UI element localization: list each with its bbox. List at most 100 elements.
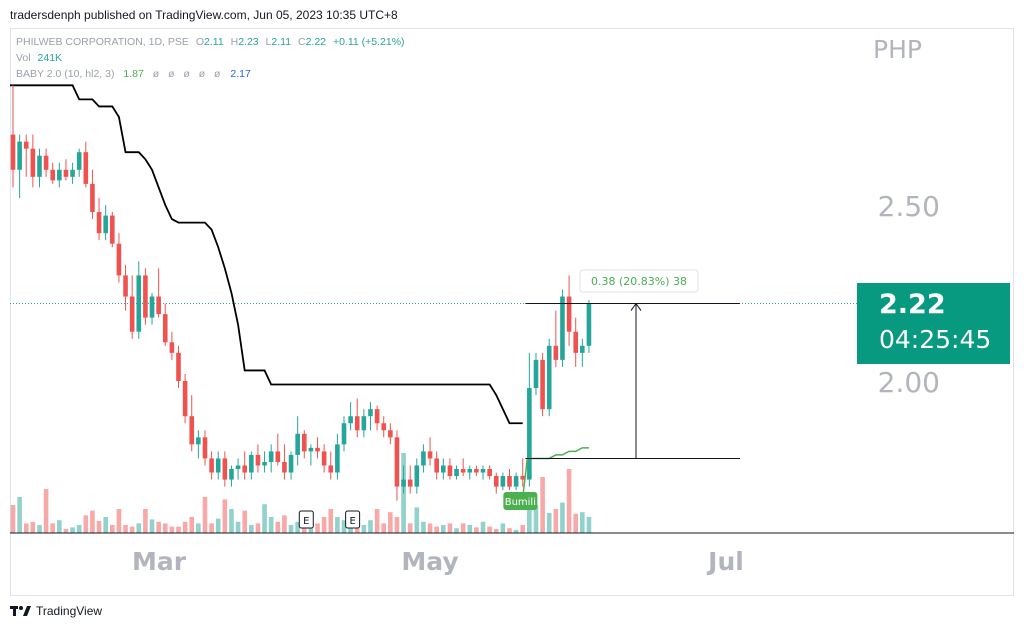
legend-l-label: L	[265, 36, 272, 48]
volume-bar	[235, 521, 241, 533]
volume-bar	[249, 525, 254, 533]
volume-bar	[474, 527, 479, 533]
measure-tool: 0.38 (20.83%) 38	[525, 269, 740, 459]
volume-bar	[116, 509, 122, 533]
candle-body	[90, 183, 95, 213]
measure-arrow-icon	[630, 302, 642, 311]
volume-bar	[533, 505, 539, 533]
volume-bar	[480, 521, 486, 533]
legend-row-3: BABY 2.0 (10, hl2, 3) 1.87 ø ø ø ø ø 2.1…	[16, 68, 251, 80]
volume-bar	[123, 525, 128, 533]
legend-open: 2.11	[204, 36, 224, 48]
earnings-marker	[298, 510, 314, 529]
volume-bar	[321, 517, 327, 533]
volume-bar	[143, 509, 148, 533]
volume-bar	[156, 521, 161, 533]
volume-bar	[335, 517, 340, 533]
volume-bar	[129, 526, 135, 533]
candle-body	[388, 430, 393, 438]
signal-line	[529, 447, 589, 460]
volume-bar	[573, 513, 578, 533]
measure-label: 0.38 (20.83%) 38	[591, 275, 687, 288]
volume-bar	[407, 523, 413, 533]
volume-bar	[381, 523, 387, 533]
candle-body	[222, 458, 228, 480]
candle-body	[374, 409, 380, 424]
volume-bar	[500, 523, 506, 533]
volume-bar	[196, 523, 201, 533]
volume-bar	[388, 512, 393, 533]
candle-body	[520, 476, 526, 480]
candle-body	[43, 155, 49, 170]
candle-body	[434, 458, 439, 473]
volume-bar	[374, 509, 380, 533]
candle-body	[189, 416, 195, 445]
volume-bar	[368, 520, 373, 533]
volume-bar	[255, 523, 261, 533]
legend-c-label: C	[297, 36, 306, 48]
candle-body	[573, 331, 578, 353]
current-price-label: 2.22 04:25:45	[857, 283, 1010, 364]
candle-body	[262, 461, 267, 466]
volume-bar	[103, 517, 108, 533]
volume-bar	[83, 515, 89, 533]
candle-body	[507, 476, 512, 487]
volume-bar	[288, 525, 294, 533]
legend-indicator-value-2: 2.17	[230, 68, 251, 80]
candle-body	[249, 454, 254, 473]
time-tick-label: May	[401, 547, 458, 576]
volume-bar	[63, 529, 69, 533]
candle-body	[235, 465, 241, 469]
tradingview-footer[interactable]: TradingView	[10, 604, 102, 618]
candle-body	[553, 345, 559, 360]
volume-bar	[540, 477, 545, 533]
candle-body	[209, 458, 214, 473]
publisher-line: tradersdenph published on TradingView.co…	[10, 8, 398, 22]
volume-bar	[394, 517, 400, 533]
volume-bar	[434, 526, 439, 533]
legend-row-1: PHILWEB CORPORATION, 1D, PSE O2.11 H2.23…	[16, 36, 405, 48]
candle-body	[341, 423, 347, 445]
volume-bar	[43, 489, 49, 533]
volume-bar	[553, 509, 559, 533]
candle-body	[407, 479, 413, 487]
candle-body	[282, 461, 287, 473]
candle-body	[308, 447, 314, 452]
candle-body	[447, 465, 453, 477]
candle-body	[110, 215, 115, 244]
volume-bar	[414, 507, 420, 533]
volume-bar	[566, 469, 572, 533]
footer-brand: TradingView	[36, 604, 103, 618]
candle-body	[255, 454, 261, 466]
bar-countdown: 04:25:45	[879, 325, 992, 354]
legend-indicator: BABY 2.0 (10, hl2, 3)	[16, 68, 115, 80]
candle-body	[215, 458, 221, 473]
candle-body	[176, 352, 181, 381]
tradingview-logo-icon	[10, 606, 31, 616]
volume-bar	[209, 523, 214, 533]
candle-body	[83, 152, 89, 184]
candle-body	[162, 314, 168, 343]
candle-body	[242, 465, 247, 473]
volume-bar	[162, 523, 168, 533]
volume-bar	[520, 525, 526, 533]
signal-line-group: Bumili	[503, 447, 589, 510]
candle-body	[156, 296, 161, 315]
legend-indicator-value-1: 1.87	[123, 68, 144, 80]
signal-tag-text: Bumili	[505, 497, 536, 508]
volume-bar	[229, 509, 234, 533]
candle-body	[103, 215, 108, 234]
candle-body	[467, 469, 473, 473]
volume-bar	[215, 518, 221, 533]
volume-bar	[315, 523, 320, 533]
earnings-marker	[345, 510, 361, 529]
candle-body	[354, 416, 360, 431]
candle-body	[474, 469, 479, 473]
candle-body	[123, 275, 128, 297]
volume-bar	[527, 509, 532, 533]
current-price: 2.22	[879, 289, 946, 320]
candle-body	[335, 444, 340, 473]
volume-bar	[90, 510, 95, 533]
candle-body	[586, 303, 592, 346]
